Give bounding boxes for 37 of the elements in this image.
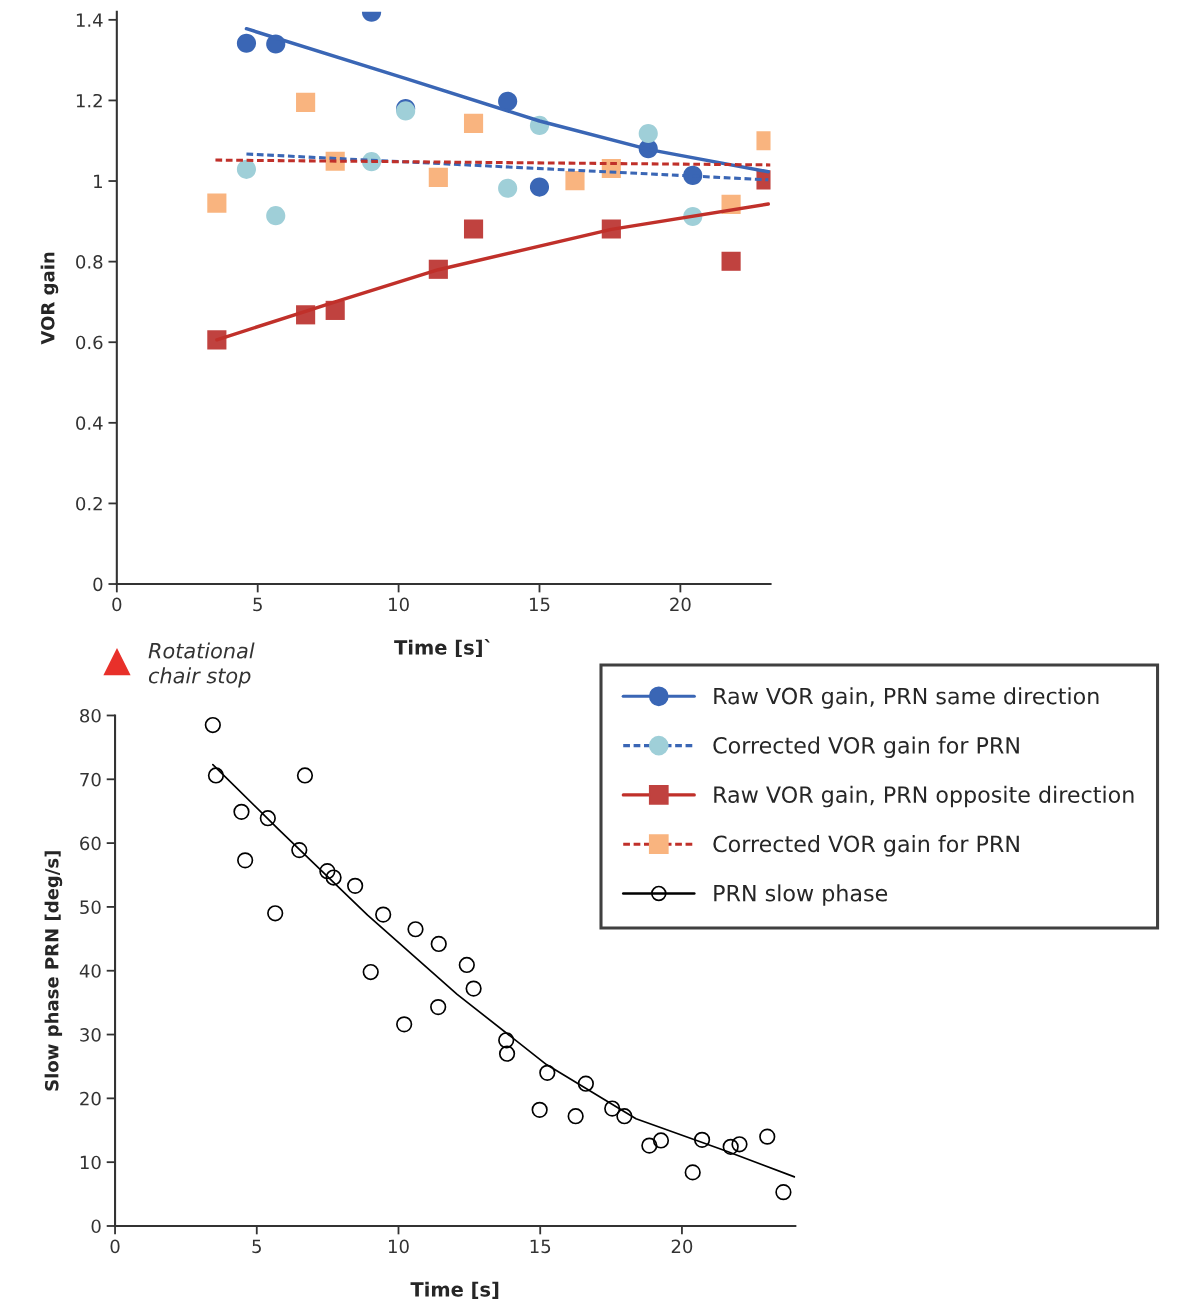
legend-label: Corrected VOR gain for PRN [713,736,1019,759]
y-tick-label: 80 [80,708,101,723]
y-tick-label: 1.4 [76,13,103,27]
legend-label: Raw VOR gain, PRN opposite direction [714,785,1134,808]
y-tick-label: 10 [80,1155,101,1170]
y-tick-label: 20 [80,1091,101,1106]
y-tick-label: 70 [80,772,101,787]
y-tick-label: 1 [94,174,102,188]
y-tick-label: 50 [80,900,101,915]
x-tick-label: 15 [530,1239,551,1254]
text: Rotational chair stop [148,642,255,688]
y-axis-title: VOR gain [40,252,59,345]
y-tick-label: 1.2 [76,93,102,108]
y-tick-label: 0.2 [76,496,102,511]
x-tick-label: 10 [389,597,409,612]
y-axis-title: Slow phase PRN [deg/s] [44,851,63,1091]
x-tick-label: 15 [529,597,550,612]
x-tick-label: 20 [670,597,691,612]
y-tick-label: 0 [91,1219,101,1234]
x-tick-label: 5 [253,597,262,612]
x-tick-label: 5 [252,1239,261,1254]
x-tick-label: 20 [671,1239,693,1254]
legend-label: PRN slow phase [714,884,888,906]
y-tick-label: 60 [80,836,101,851]
x-tick-label: 0 [112,597,122,612]
y-tick-label: 0 [93,577,103,592]
x-tick-label: 0 [110,1239,120,1254]
y-tick-label: 0.4 [76,416,103,430]
legend-label: Corrected VOR gain for PRN [713,835,1019,857]
x-axis-title: Time [s] [410,1281,499,1299]
y-tick-label: 0.8 [76,255,103,269]
legend-label: Raw VOR gain, PRN same direction [714,687,1099,709]
y-tick-label: 40 [79,964,101,978]
y-tick-label: 0.6 [76,335,103,350]
y-tick-label: 30 [80,1028,101,1042]
x-tick-label: 10 [388,1239,409,1254]
x-axis-title: Time [s]` [394,638,490,658]
